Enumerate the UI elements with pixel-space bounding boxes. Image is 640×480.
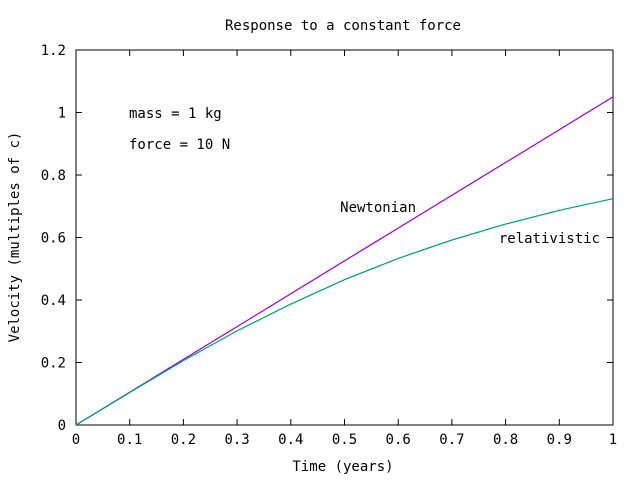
y-tick-label: 1.2: [41, 43, 66, 59]
annotation-force: force = 10 N: [129, 137, 230, 153]
y-tick-label: 0.6: [41, 231, 66, 247]
y-tick-label: 0.2: [41, 356, 66, 372]
x-tick-label: 1: [609, 432, 617, 448]
series-label-newtonian: Newtonian: [340, 200, 416, 216]
y-tick-label: 0.4: [41, 293, 66, 309]
x-tick-label: 0.1: [117, 432, 142, 448]
axis-ticks: [75, 49, 614, 426]
series-label-relativistic: relativistic: [499, 231, 600, 247]
x-tick-label: 0.4: [278, 432, 303, 448]
x-tick-label: 0.7: [439, 432, 464, 448]
x-tick-label: 0: [72, 432, 80, 448]
y-tick-label: 0: [58, 418, 66, 434]
y-axis-label: Velocity (multiples of c): [7, 132, 23, 343]
x-tick-label: 0.9: [547, 432, 572, 448]
y-tick-label: 0.8: [41, 168, 66, 184]
x-tick-label: 0.2: [171, 432, 196, 448]
series-line-relativistic: [75, 198, 614, 426]
chart-title: Response to a constant force: [225, 18, 461, 34]
x-axis-label: Time (years): [292, 459, 393, 475]
x-tick-labels: 0 0.1 0.2 0.3 0.4 0.5 0.6 0.7 0.8 0.9 1: [72, 432, 617, 448]
y-tick-labels: 0 0.2 0.4 0.6 0.8 1 1.2: [41, 43, 66, 434]
series-line-newtonian: [75, 96, 614, 426]
annotation-mass: mass = 1 kg: [129, 106, 222, 122]
y-tick-label: 1: [58, 106, 66, 122]
series-lines: [75, 96, 614, 426]
x-tick-label: 0.8: [493, 432, 518, 448]
x-tick-label: 0.6: [386, 432, 411, 448]
x-tick-label: 0.5: [332, 432, 357, 448]
x-tick-label: 0.3: [224, 432, 249, 448]
